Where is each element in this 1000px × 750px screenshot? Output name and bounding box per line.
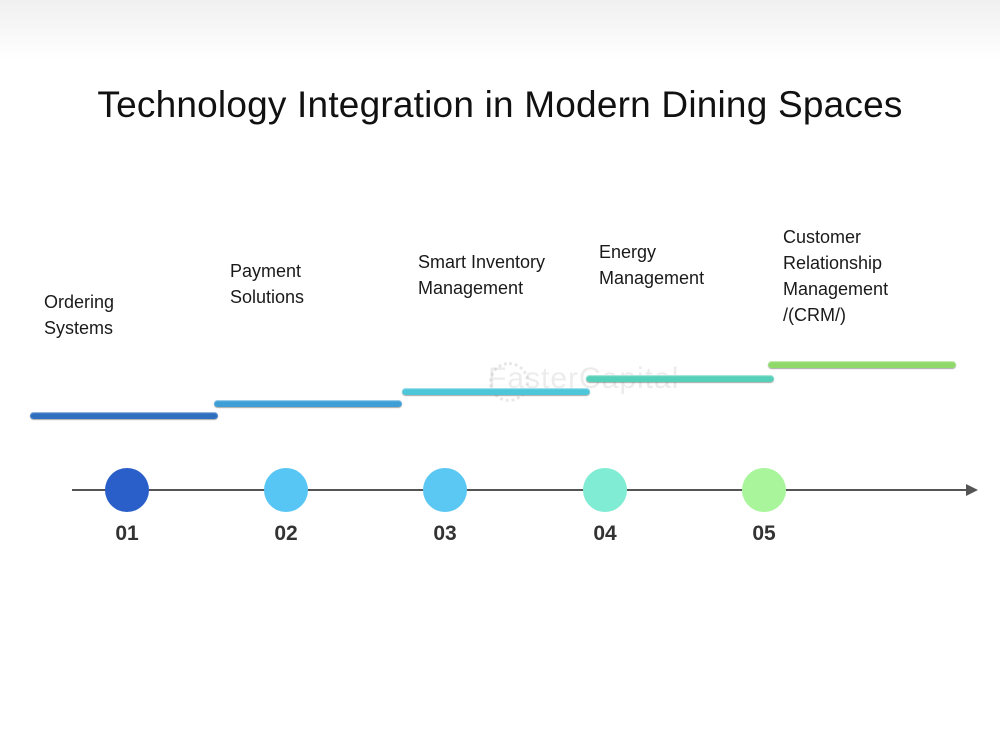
stage-number-5: 05 — [752, 522, 776, 545]
page-title: Technology Integration in Modern Dining … — [97, 84, 903, 125]
stage-dot-1 — [105, 468, 149, 512]
arrow-right-icon — [966, 484, 978, 496]
stage-dot-4 — [583, 468, 627, 512]
stage-number-1: 01 — [115, 522, 139, 545]
stage-label-1: Ordering Systems — [44, 292, 115, 338]
watermark-logo-icon — [489, 362, 529, 402]
stage-dot-3 — [423, 468, 467, 512]
stage-label-5: Customer Relationship Management /(CRM/) — [783, 227, 889, 325]
stage-number-4: 04 — [593, 522, 617, 545]
top-shade — [0, 0, 1000, 60]
stage-bar-1 — [30, 412, 218, 419]
stage-number-2: 02 — [274, 522, 298, 545]
stage-label-3: Smart Inventory Management — [418, 252, 546, 298]
stage-label-4: Energy Management — [599, 242, 705, 288]
stage-dot-2 — [264, 468, 308, 512]
stage-bar-3 — [402, 388, 590, 395]
stage-dot-5 — [742, 468, 786, 512]
stage-label-2: Payment Solutions — [230, 261, 305, 307]
stage-number-3: 03 — [433, 522, 457, 545]
stage-bar-5 — [768, 361, 956, 368]
stage-bar-2 — [214, 400, 402, 407]
timeline-axis — [72, 489, 968, 491]
stage-bar-4 — [586, 375, 774, 382]
